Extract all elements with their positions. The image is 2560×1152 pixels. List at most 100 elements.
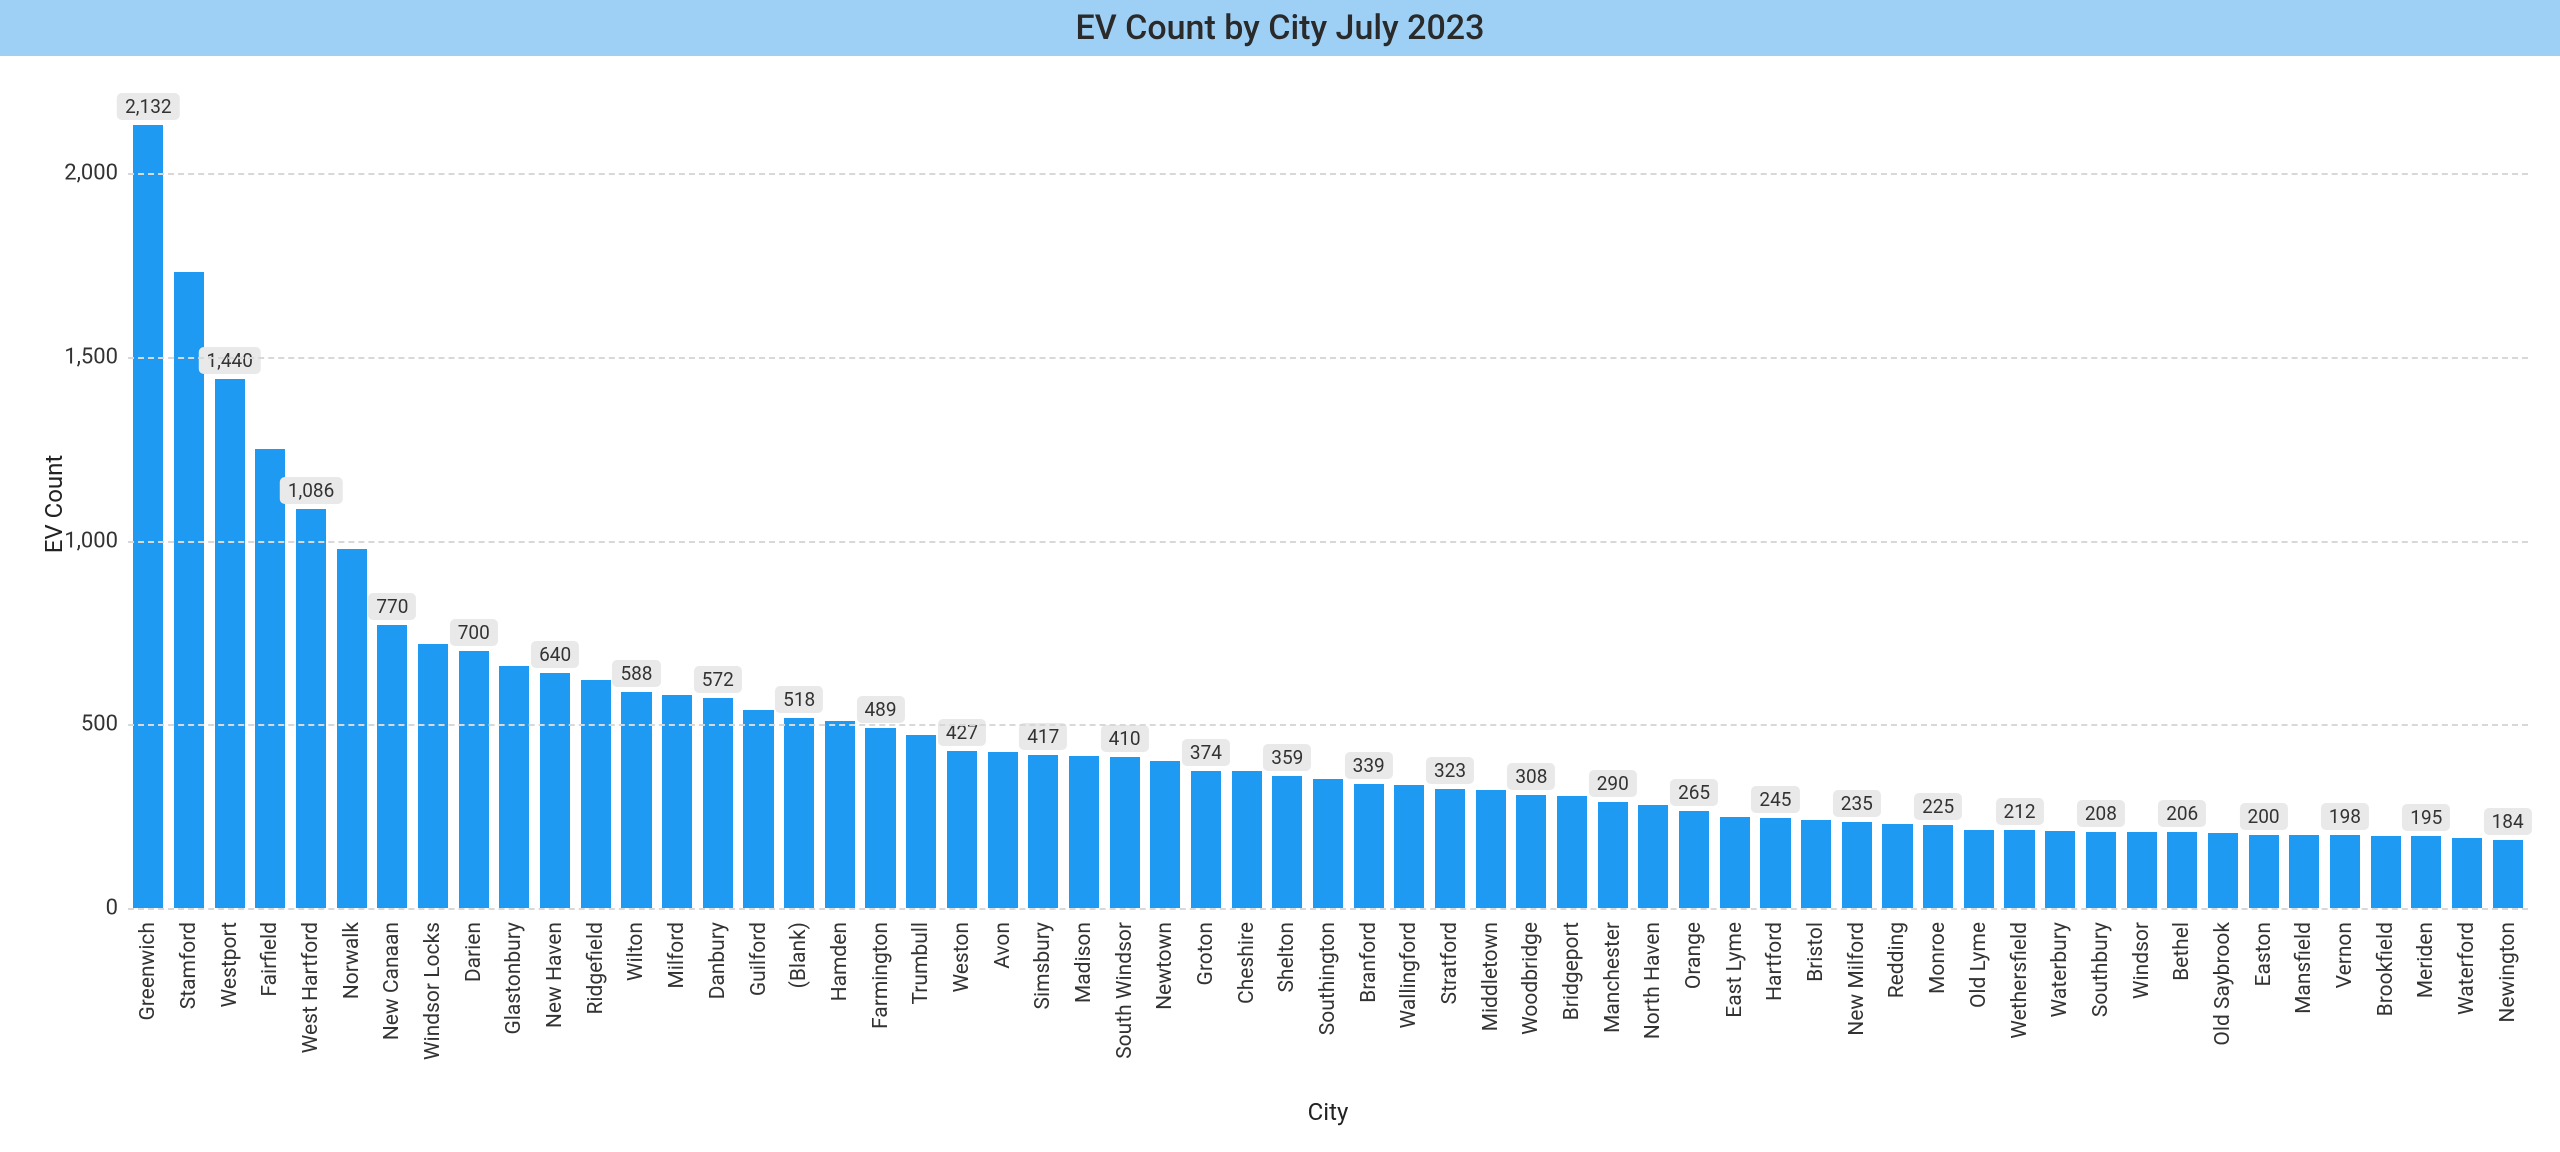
bar[interactable]: 290Manchester [1598, 802, 1628, 909]
x-axis-label: City [1308, 1098, 1349, 1126]
x-tick-label: New Haven [543, 914, 567, 1028]
bar-value-label: 518 [775, 686, 823, 713]
x-tick-label: Darien [462, 914, 486, 982]
bar[interactable]: 410South Windsor [1110, 757, 1140, 908]
bar[interactable]: 427Weston [947, 751, 977, 908]
bar[interactable]: Ridgefield [581, 680, 611, 908]
bar[interactable]: 700Darien [459, 651, 489, 908]
bar-value-label: 417 [1019, 723, 1067, 750]
bar[interactable]: 374Groton [1191, 771, 1221, 908]
ev-count-chart: EV Count by City July 2023 2,132Greenwic… [0, 0, 2560, 1152]
bar[interactable]: 640New Haven [540, 673, 570, 908]
x-tick-label: Danbury [706, 914, 730, 999]
bar-value-label: 700 [450, 619, 498, 646]
bar[interactable]: Norwalk [337, 549, 367, 908]
bar[interactable]: 417Simsbury [1028, 755, 1058, 908]
x-tick-label: (Blank) [787, 914, 811, 988]
bar[interactable]: Fairfield [255, 449, 285, 908]
x-tick-label: Branford [1357, 914, 1381, 1003]
bar[interactable]: Brookfield [2371, 836, 2401, 908]
bar[interactable]: 208Southbury [2086, 832, 2116, 908]
bar[interactable]: 339Branford [1354, 784, 1384, 909]
bar[interactable]: East Lyme [1720, 817, 1750, 908]
bar-value-label: 323 [1426, 757, 1474, 784]
x-tick-label: Mansfield [2292, 914, 2316, 1014]
bar[interactable]: Middletown [1476, 790, 1506, 908]
x-tick-label: Bristol [1804, 914, 1828, 982]
bar[interactable]: 235New Milford [1842, 822, 1872, 908]
bar-value-label: 184 [2484, 808, 2532, 835]
x-tick-label: Madison [1072, 914, 1096, 1003]
x-tick-label: Brookfield [2374, 914, 2398, 1016]
bar[interactable]: 212Wethersfield [2004, 830, 2034, 908]
bar[interactable]: Windsor [2127, 832, 2157, 908]
bar[interactable]: 1,086West Hartford [296, 509, 326, 908]
bar[interactable]: Glastonbury [499, 666, 529, 908]
bar[interactable]: Milford [662, 695, 692, 908]
x-tick-label: Old Saybrook [2211, 914, 2235, 1046]
bar[interactable]: North Haven [1638, 805, 1668, 908]
x-tick-label: New Milford [1845, 914, 1869, 1036]
bar[interactable]: 184Newington [2493, 840, 2523, 908]
bar[interactable]: 1,440Westport [215, 379, 245, 908]
bar[interactable]: 489Farmington [865, 728, 895, 908]
bar[interactable]: Wallingford [1394, 785, 1424, 908]
chart-title: EV Count by City July 2023 [1076, 8, 1485, 48]
x-tick-label: Stratford [1438, 914, 1462, 1004]
bar-value-label: 339 [1345, 752, 1393, 779]
x-tick-label: Windsor [2130, 914, 2154, 999]
x-tick-label: Southington [1316, 914, 1340, 1035]
x-tick-label: Westport [218, 914, 242, 1007]
bar[interactable]: 518(Blank) [784, 718, 814, 908]
bar[interactable]: 198Vernon [2330, 835, 2360, 908]
bar[interactable]: Redding [1882, 824, 1912, 908]
x-tick-label: Newtown [1153, 914, 1177, 1010]
bar[interactable]: 572Danbury [703, 698, 733, 908]
bar-value-label: 427 [938, 719, 986, 746]
bar[interactable]: 770New Canaan [377, 625, 407, 908]
x-tick-label: Guilford [747, 914, 771, 996]
x-tick-label: Woodbridge [1519, 914, 1543, 1035]
bar[interactable]: 359Shelton [1272, 776, 1302, 908]
bar[interactable]: 206Bethel [2167, 832, 2197, 908]
bar[interactable]: Guilford [743, 710, 773, 908]
bar-value-label: 489 [857, 696, 905, 723]
bar-value-label: 200 [2240, 803, 2288, 830]
bar[interactable]: Hamden [825, 721, 855, 908]
bar[interactable]: Windsor Locks [418, 644, 448, 908]
bar[interactable]: Waterford [2452, 838, 2482, 908]
bar[interactable]: 308Woodbridge [1516, 795, 1546, 908]
bar[interactable]: Old Saybrook [2208, 833, 2238, 908]
bar[interactable]: 245Hartford [1760, 818, 1790, 908]
x-tick-label: Newington [2496, 914, 2520, 1023]
x-tick-label: South Windsor [1113, 914, 1137, 1059]
bar[interactable]: Avon [988, 752, 1018, 908]
x-tick-label: Glastonbury [502, 914, 526, 1035]
x-tick-label: Bridgeport [1560, 914, 1584, 1020]
bar-value-label: 206 [2158, 800, 2206, 827]
bar[interactable]: Old Lyme [1964, 830, 1994, 908]
y-tick-label: 2,000 [64, 161, 128, 186]
bar[interactable]: 195Meriden [2411, 836, 2441, 908]
bar[interactable]: Trumbull [906, 735, 936, 908]
bar[interactable]: Newtown [1150, 761, 1180, 908]
bar[interactable]: 200Easton [2249, 835, 2279, 908]
x-tick-label: Manchester [1601, 914, 1625, 1033]
bar-value-label: 308 [1507, 763, 1555, 790]
bar[interactable]: Southington [1313, 779, 1343, 908]
x-tick-label: East Lyme [1723, 914, 1747, 1018]
x-tick-label: Wallingford [1397, 914, 1421, 1028]
bar[interactable]: 2,132Greenwich [133, 125, 163, 908]
bar[interactable]: 225Monroe [1923, 825, 1953, 908]
bar[interactable]: Mansfield [2289, 835, 2319, 908]
bar[interactable]: Bridgeport [1557, 796, 1587, 908]
bar[interactable]: Cheshire [1232, 771, 1262, 908]
bar[interactable]: Bristol [1801, 820, 1831, 908]
bar[interactable]: Madison [1069, 756, 1099, 908]
bar[interactable]: 265Orange [1679, 811, 1709, 908]
x-tick-label: Bethel [2170, 914, 2194, 981]
bar[interactable]: Waterbury [2045, 831, 2075, 908]
x-tick-label: West Hartford [299, 914, 323, 1053]
x-tick-label: Stamford [177, 914, 201, 1009]
bar[interactable]: 323Stratford [1435, 789, 1465, 908]
